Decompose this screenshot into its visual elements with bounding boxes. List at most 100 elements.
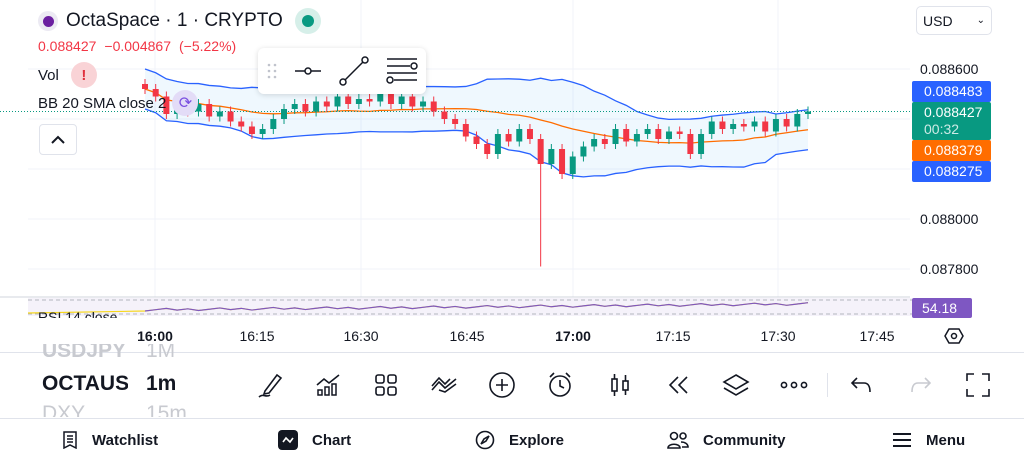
chart-settings-icon[interactable] [944,327,964,345]
rsi-band [28,298,912,316]
symbol-title[interactable]: OctaSpace · 1 · CRYPTO [66,10,283,31]
market-status-icon[interactable] [294,8,321,34]
drawing-floating-toolbar [258,48,426,94]
layers-icon[interactable] [721,370,751,400]
candle-body [227,111,234,122]
current-timeframe[interactable]: 1m [146,372,177,395]
candle-body [751,121,758,127]
candle-body [612,129,619,144]
time-axis-label: 17:30 [760,328,796,344]
candle-body [665,131,672,139]
candle-body [644,129,651,134]
current-symbol[interactable]: OCTAUS [42,372,128,395]
rsi-indicator-label[interactable]: RSI 14 close [38,309,118,318]
candle-body [783,119,790,127]
candle-body [398,96,405,104]
candle-body [345,96,352,104]
collapse-legend-button[interactable] [39,124,77,155]
candle-body [420,101,427,107]
time-axis-label: 16:30 [343,328,379,344]
rsi-line [144,302,809,312]
fib-retracement-icon[interactable] [385,56,418,86]
candle-body [505,134,512,142]
candle-body [142,84,148,89]
candle-body [762,121,769,132]
replay-rewind-icon[interactable] [663,370,693,400]
nav-chart[interactable]: Chart [278,430,351,450]
nav-menu[interactable]: Menu [892,432,965,449]
fullscreen-icon[interactable] [963,370,993,400]
candle-body [206,104,213,117]
rsi-value-tag: 54.18 [912,298,972,318]
candle-body [281,109,288,119]
watchlist-prev-symbol[interactable]: USDJPY [42,344,127,362]
candle-body [655,129,662,139]
candle-body [195,104,202,112]
horizontal-ray-icon[interactable] [294,66,322,76]
more-options-icon[interactable] [779,370,809,400]
candle-body [719,121,726,129]
drag-handle-icon[interactable] [267,62,277,80]
bar-countdown: 00:32 [924,121,960,137]
price-axis-label: 0.088600 [920,61,979,77]
candle-body [526,129,533,139]
price-chart[interactable] [0,0,1024,345]
layouts-grid-icon[interactable] [371,370,401,400]
bb-basis-line [144,88,809,144]
time-axis-label: 16:45 [449,328,485,344]
price-axis-label: 0.087800 [920,261,979,277]
candle-body [334,96,341,107]
indicators-icon[interactable] [313,370,343,400]
chevron-down-icon: ⌄ [976,15,985,26]
nav-watchlist[interactable]: Watchlist [62,431,158,449]
bb-lower-tag: 0.088275 [912,161,991,182]
time-axis-label: 17:15 [655,328,691,344]
chart-type-candles-icon[interactable] [605,370,635,400]
candle-body [152,89,159,97]
price-change: 0.088427 −0.004867 (−5.22%) [38,38,237,54]
time-axis-label: 16:15 [239,328,275,344]
chart-icon [278,430,298,450]
chevron-up-icon [51,135,65,144]
nav-explore[interactable]: Explore [475,430,564,450]
candle-body [569,156,576,174]
candle-body [708,121,715,134]
candle-body [323,101,330,107]
candle-body [216,111,223,117]
candle-body [591,139,598,147]
candle-body [580,146,587,157]
currency-select[interactable]: USD ⌄ [916,6,992,35]
bb-upper-tag: 0.088483 [912,81,991,102]
undo-icon[interactable] [846,370,876,400]
candle-body [687,134,694,154]
candle-body [366,99,373,102]
alert-clock-icon[interactable] [545,370,575,400]
bb-upper-line [144,68,809,121]
candle-body [452,119,459,124]
candle-body [259,129,266,134]
trend-line-icon[interactable] [338,56,369,86]
candle-body [516,129,523,142]
add-plus-icon[interactable] [487,370,517,400]
warning-icon[interactable]: ! [70,62,97,88]
candle-body [548,149,555,164]
compass-icon [475,430,495,450]
time-axis-label: 16:00 [137,328,173,344]
redo-icon[interactable] [906,370,936,400]
bb-indicator-label[interactable]: BB 20 SMA close 2 [38,94,167,112]
time-axis-label: 17:45 [859,328,895,344]
nav-community[interactable]: Community [667,431,786,449]
compare-symbols-icon[interactable] [429,370,459,400]
candle-body [409,96,416,107]
community-icon [667,431,689,449]
vol-indicator-label[interactable]: Vol [38,66,59,84]
drawing-tools-pencil-icon[interactable] [255,370,285,400]
bb-fill [145,69,808,177]
octaspace-logo-icon [38,11,58,31]
candle-body [740,124,747,127]
candle-body [430,101,437,112]
candle-body [248,126,255,134]
candle-body [730,124,737,129]
time-axis-label: 17:00 [555,328,591,344]
hamburger-menu-icon [893,433,911,447]
